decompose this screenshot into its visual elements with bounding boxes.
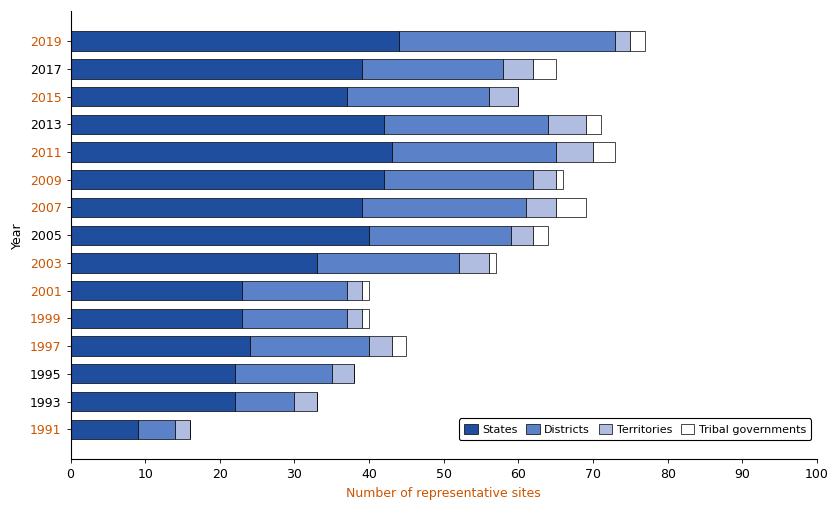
Bar	[242, 281, 347, 300]
Bar	[347, 87, 489, 106]
Bar	[234, 392, 295, 411]
Bar	[526, 198, 556, 217]
Bar	[533, 225, 549, 245]
Bar	[249, 336, 369, 356]
Bar	[533, 170, 556, 190]
Bar	[362, 198, 526, 217]
Bar	[71, 59, 362, 79]
Bar	[556, 143, 593, 162]
Bar	[71, 32, 399, 51]
Bar	[71, 281, 242, 300]
Bar	[384, 170, 533, 190]
Bar	[71, 392, 234, 411]
Bar	[71, 309, 242, 328]
Bar	[391, 336, 407, 356]
Bar	[630, 32, 645, 51]
Bar	[459, 253, 489, 273]
Bar	[71, 198, 362, 217]
Bar	[71, 336, 249, 356]
Bar	[533, 59, 556, 79]
Legend: States, Districts, Territories, Tribal governments: States, Districts, Territories, Tribal g…	[459, 419, 811, 440]
Bar	[362, 281, 369, 300]
Bar	[489, 253, 496, 273]
Bar	[71, 253, 317, 273]
Bar	[332, 364, 354, 383]
Bar	[317, 253, 459, 273]
Bar	[556, 170, 563, 190]
X-axis label: Number of representative sites: Number of representative sites	[346, 487, 541, 500]
Bar	[71, 170, 384, 190]
Bar	[511, 225, 533, 245]
Bar	[362, 59, 503, 79]
Bar	[138, 420, 175, 439]
Bar	[175, 420, 190, 439]
Bar	[384, 114, 549, 134]
Bar	[399, 32, 616, 51]
Bar	[347, 309, 362, 328]
Bar	[362, 309, 369, 328]
Bar	[585, 114, 601, 134]
Bar	[71, 364, 234, 383]
Bar	[71, 114, 384, 134]
Bar	[593, 143, 616, 162]
Y-axis label: Year: Year	[11, 222, 24, 248]
Bar	[503, 59, 533, 79]
Bar	[489, 87, 518, 106]
Bar	[391, 143, 556, 162]
Bar	[71, 87, 347, 106]
Bar	[242, 309, 347, 328]
Bar	[295, 392, 317, 411]
Bar	[347, 281, 362, 300]
Bar	[369, 225, 511, 245]
Bar	[71, 143, 391, 162]
Bar	[71, 225, 369, 245]
Bar	[234, 364, 332, 383]
Bar	[616, 32, 630, 51]
Bar	[549, 114, 585, 134]
Bar	[71, 420, 138, 439]
Bar	[369, 336, 391, 356]
Bar	[556, 198, 585, 217]
